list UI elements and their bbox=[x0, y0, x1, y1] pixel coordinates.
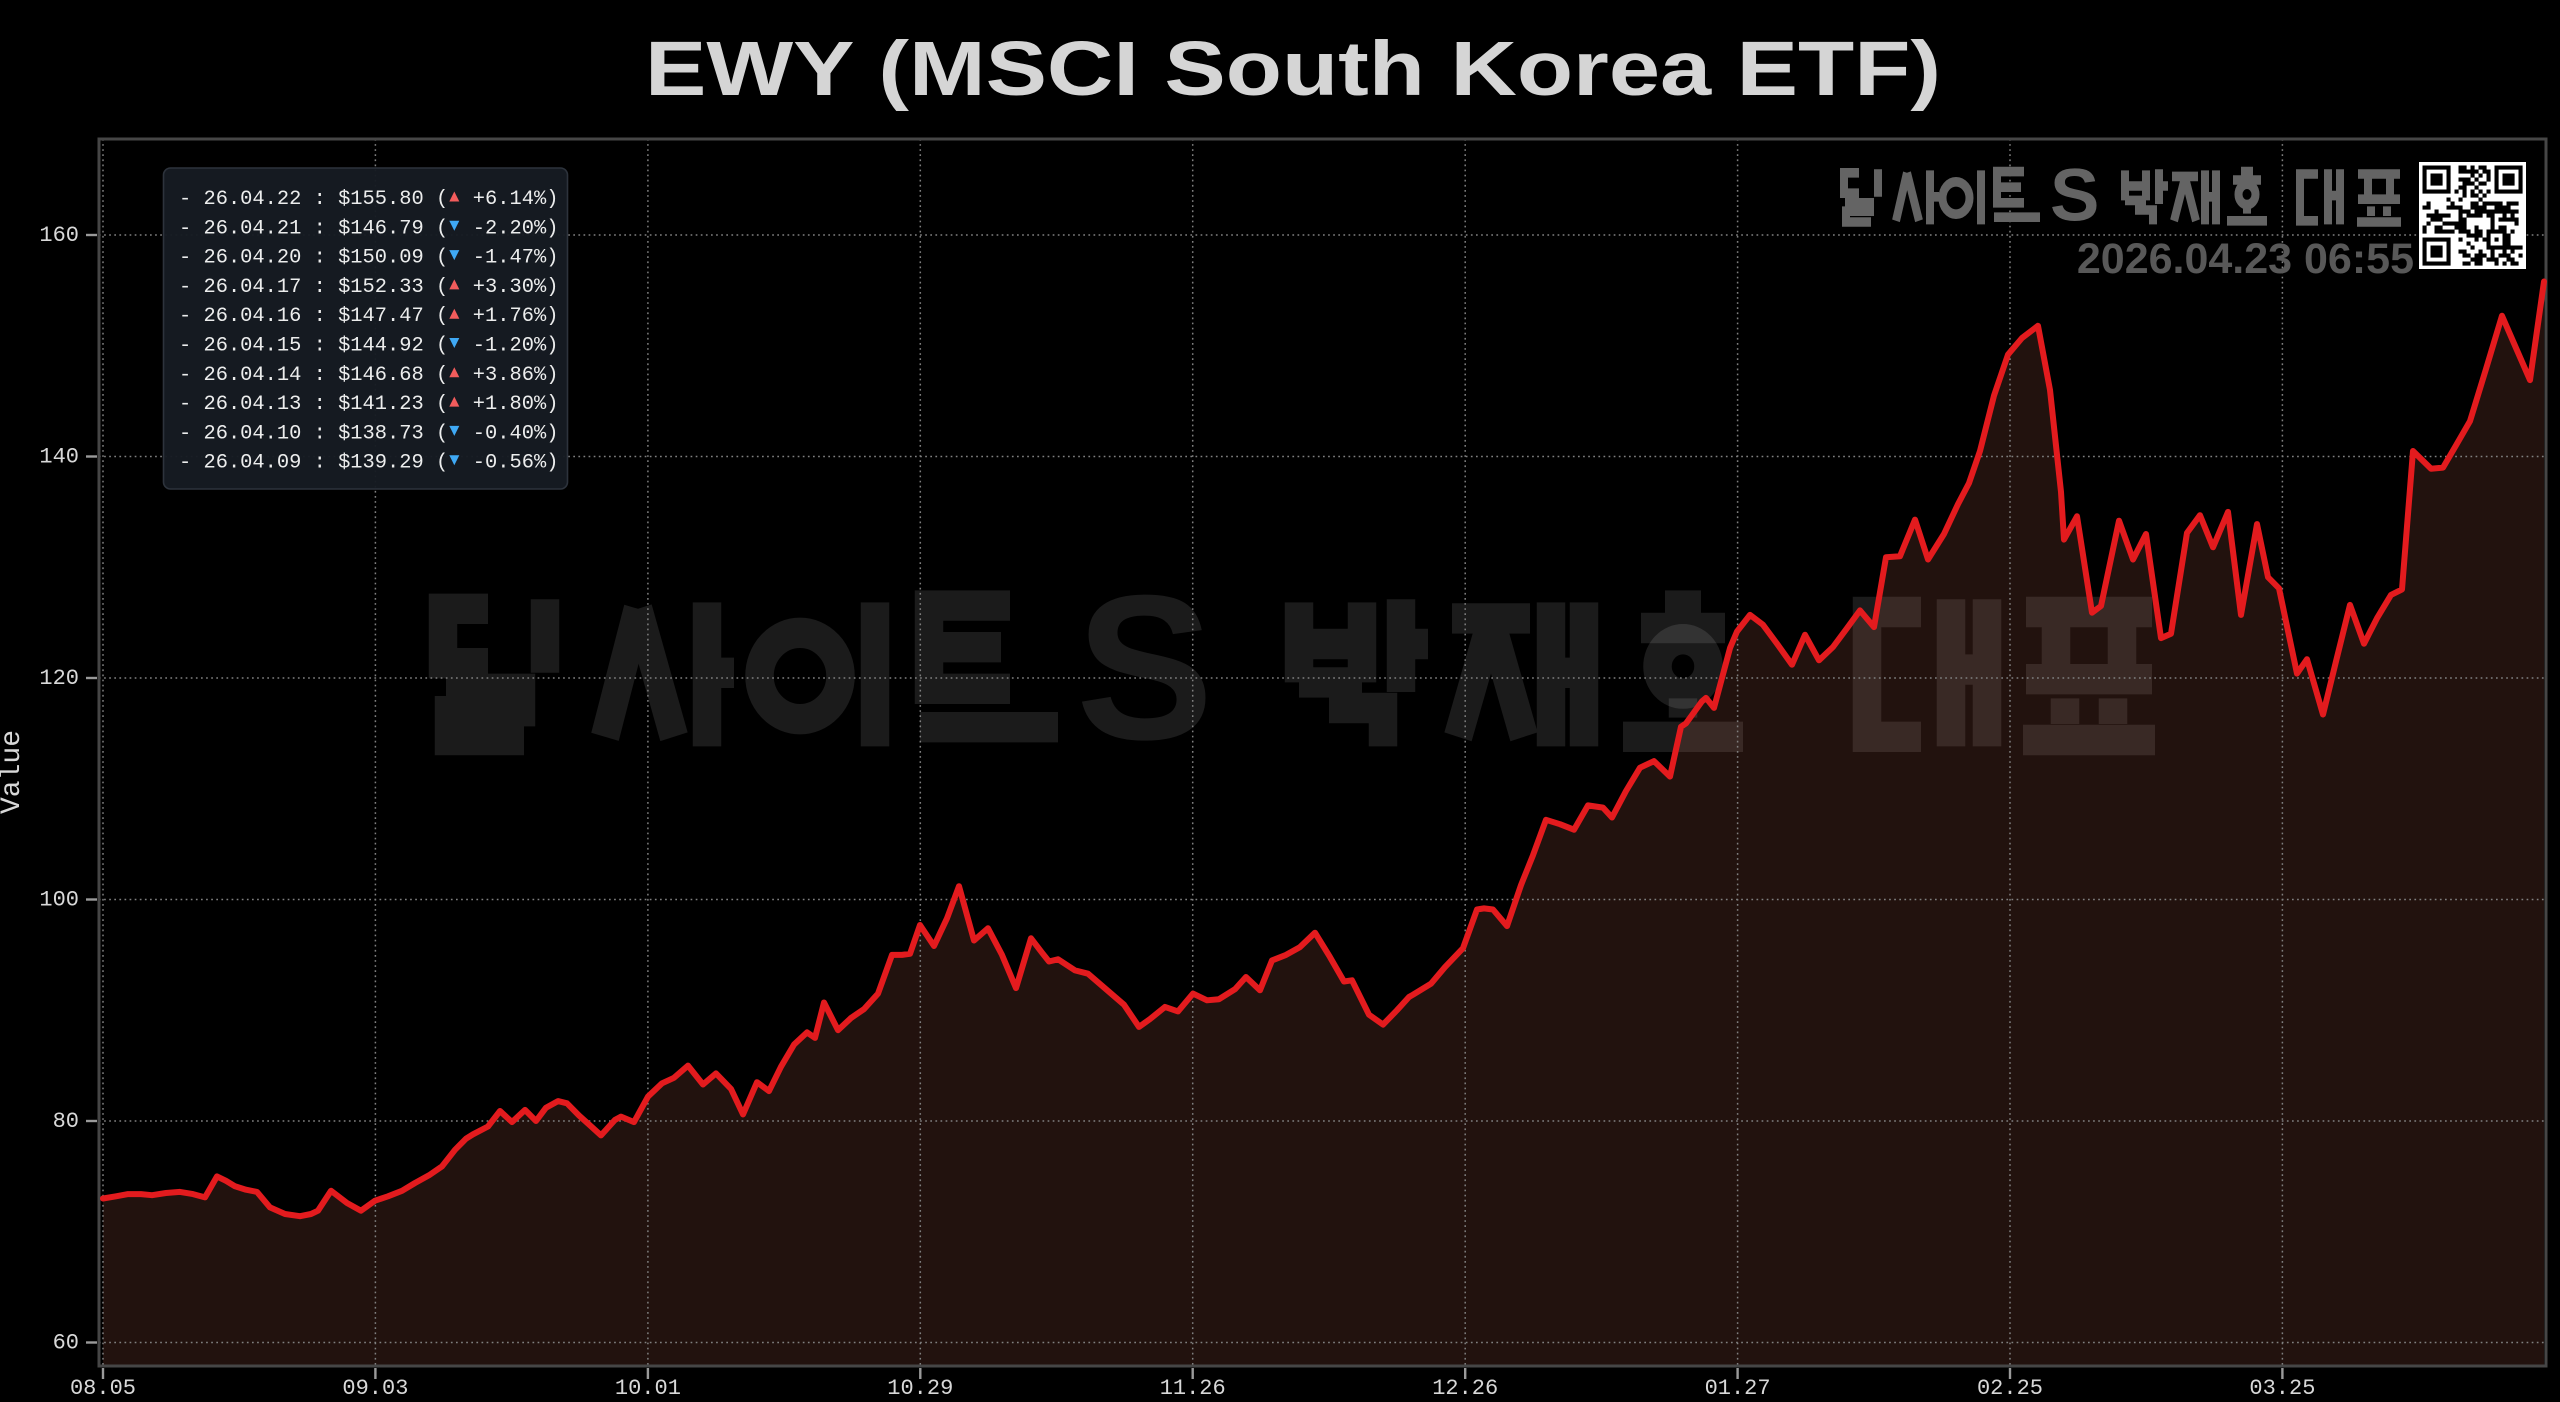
svg-text:+3.86%: +3.86% bbox=[473, 364, 547, 387]
svg-text:- 26.04.14 : $146.68 (: - 26.04.14 : $146.68 ( bbox=[179, 364, 448, 387]
svg-text:- 26.04.20 : $150.09 (: - 26.04.20 : $150.09 ( bbox=[179, 247, 448, 270]
svg-text:- 26.04.13 : $141.23 (: - 26.04.13 : $141.23 ( bbox=[179, 393, 448, 416]
svg-text:): ) bbox=[546, 247, 558, 270]
svg-text:08.05: 08.05 bbox=[70, 1376, 136, 1401]
svg-text:01.27: 01.27 bbox=[1705, 1376, 1771, 1401]
svg-text:80: 80 bbox=[53, 1109, 79, 1134]
svg-text:): ) bbox=[546, 393, 558, 416]
svg-text:12.26: 12.26 bbox=[1432, 1376, 1498, 1401]
svg-text:Value: Value bbox=[0, 730, 28, 814]
svg-text:03.25: 03.25 bbox=[2249, 1376, 2315, 1401]
svg-text:): ) bbox=[546, 188, 558, 211]
svg-text:100: 100 bbox=[39, 888, 79, 913]
svg-text:11.26: 11.26 bbox=[1160, 1376, 1226, 1401]
svg-text:2026.04.23 06:55: 2026.04.23 06:55 bbox=[2077, 235, 2414, 283]
svg-text:S: S bbox=[1076, 552, 1214, 783]
svg-text:- 26.04.16 : $147.47 (: - 26.04.16 : $147.47 ( bbox=[179, 305, 448, 328]
svg-text:- 26.04.22 : $155.80 (: - 26.04.22 : $155.80 ( bbox=[179, 188, 448, 211]
svg-text:-0.40%: -0.40% bbox=[473, 422, 547, 445]
svg-text:-1.20%: -1.20% bbox=[473, 335, 547, 358]
svg-text:- 26.04.09 : $139.29 (: - 26.04.09 : $139.29 ( bbox=[179, 452, 448, 475]
svg-text:): ) bbox=[546, 422, 558, 445]
svg-text:): ) bbox=[546, 335, 558, 358]
svg-text:): ) bbox=[546, 452, 558, 475]
svg-text:- 26.04.15 : $144.92 (: - 26.04.15 : $144.92 ( bbox=[179, 335, 448, 358]
svg-text:10.29: 10.29 bbox=[887, 1376, 953, 1401]
svg-text:): ) bbox=[546, 276, 558, 299]
svg-text:10.01: 10.01 bbox=[615, 1376, 681, 1401]
svg-text:60: 60 bbox=[53, 1331, 79, 1356]
svg-text:- 26.04.17 : $152.33 (: - 26.04.17 : $152.33 ( bbox=[179, 276, 448, 299]
svg-text:): ) bbox=[546, 217, 558, 240]
svg-text:- 26.04.10 : $138.73 (: - 26.04.10 : $138.73 ( bbox=[179, 422, 448, 445]
svg-text:+6.14%: +6.14% bbox=[473, 188, 547, 211]
svg-text:- 26.04.21 : $146.79 (: - 26.04.21 : $146.79 ( bbox=[179, 217, 448, 240]
svg-text:+1.80%: +1.80% bbox=[473, 393, 547, 416]
svg-text:+1.76%: +1.76% bbox=[473, 305, 547, 328]
svg-text:160: 160 bbox=[39, 223, 79, 248]
svg-text:S: S bbox=[2050, 153, 2099, 236]
svg-text:120: 120 bbox=[39, 666, 79, 691]
svg-text:02.25: 02.25 bbox=[1977, 1376, 2043, 1401]
svg-text:EWY (MSCI South Korea ETF): EWY (MSCI South Korea ETF) bbox=[645, 26, 1941, 112]
svg-text:): ) bbox=[546, 364, 558, 387]
svg-text:09.03: 09.03 bbox=[342, 1376, 408, 1401]
svg-text:+3.30%: +3.30% bbox=[473, 276, 547, 299]
svg-text:): ) bbox=[546, 305, 558, 328]
svg-text:-2.20%: -2.20% bbox=[473, 217, 547, 240]
svg-text:-1.47%: -1.47% bbox=[473, 247, 547, 270]
svg-text:-0.56%: -0.56% bbox=[473, 452, 547, 475]
svg-text:140: 140 bbox=[39, 445, 79, 470]
